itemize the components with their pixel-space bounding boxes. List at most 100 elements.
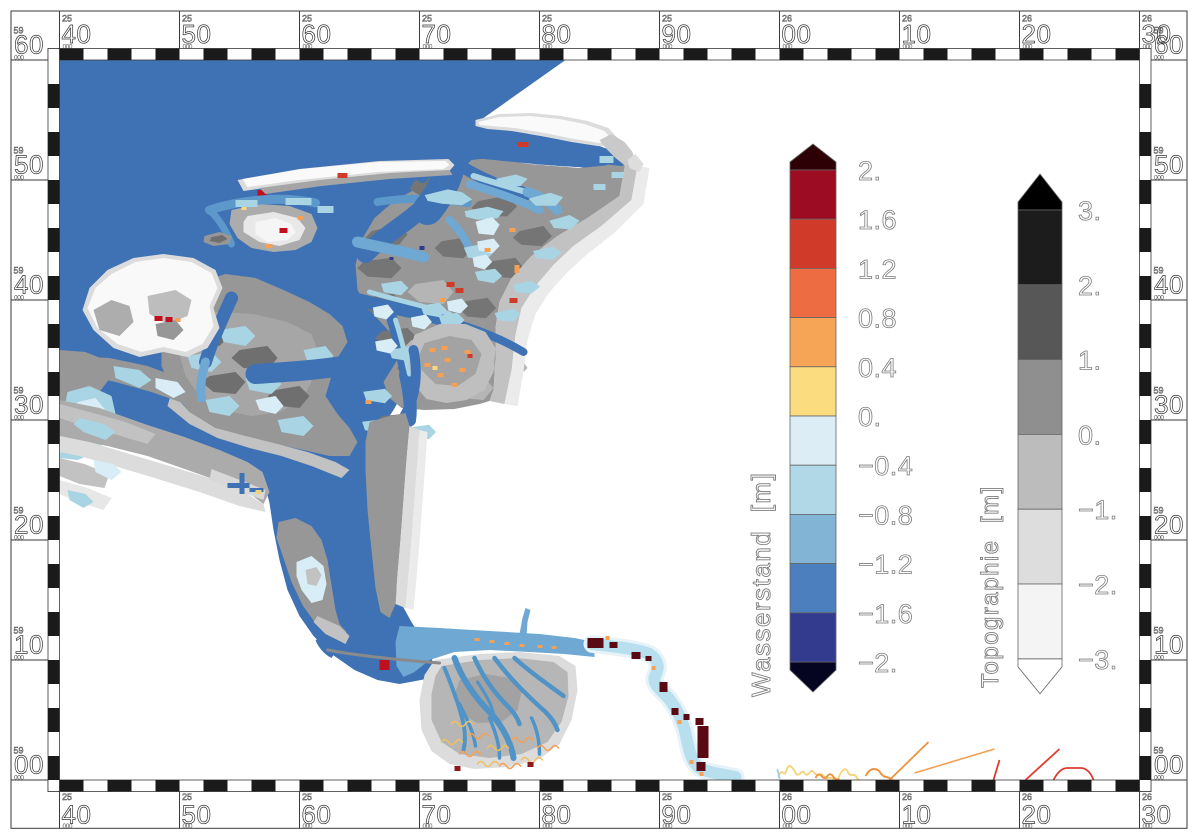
svg-text:20: 20: [1154, 510, 1184, 540]
svg-text:26: 26: [1142, 792, 1152, 802]
svg-text:10: 10: [902, 19, 932, 49]
svg-text:000: 000: [303, 44, 313, 51]
svg-text:50: 50: [1154, 150, 1184, 180]
svg-text:50: 50: [14, 150, 44, 180]
svg-text:59: 59: [1154, 746, 1164, 756]
svg-text:70: 70: [422, 800, 452, 830]
svg-text:000: 000: [14, 415, 24, 422]
svg-text:25: 25: [182, 792, 192, 802]
svg-text:90: 90: [662, 19, 692, 49]
svg-text:−1.: −1.: [1078, 495, 1118, 525]
svg-text:80: 80: [542, 19, 572, 49]
svg-text:80: 80: [542, 800, 572, 830]
svg-text:0.: 0.: [1078, 420, 1102, 450]
svg-text:26: 26: [1022, 792, 1032, 802]
svg-text:000: 000: [63, 44, 73, 51]
svg-text:20: 20: [1022, 800, 1052, 830]
svg-text:59: 59: [14, 146, 24, 156]
svg-text:000: 000: [14, 175, 24, 182]
svg-text:25: 25: [422, 14, 432, 24]
svg-text:30: 30: [14, 390, 44, 420]
svg-text:000: 000: [1143, 44, 1153, 51]
svg-text:50: 50: [182, 19, 212, 49]
svg-text:Topographie [m]: Topographie [m]: [977, 485, 1004, 688]
svg-text:60: 60: [1154, 30, 1184, 60]
svg-text:Wasserstand [m]: Wasserstand [m]: [746, 472, 776, 697]
svg-text:10: 10: [1154, 630, 1184, 660]
svg-text:25: 25: [662, 792, 672, 802]
svg-text:10: 10: [14, 630, 44, 660]
svg-text:25: 25: [422, 792, 432, 802]
svg-text:40: 40: [14, 270, 44, 300]
svg-text:000: 000: [663, 44, 673, 51]
svg-text:000: 000: [14, 295, 24, 302]
svg-text:000: 000: [1154, 415, 1164, 422]
svg-text:000: 000: [1154, 55, 1164, 62]
svg-text:000: 000: [903, 44, 913, 51]
svg-text:000: 000: [783, 44, 793, 51]
svg-text:000: 000: [183, 823, 193, 830]
svg-text:59: 59: [14, 266, 24, 276]
svg-text:40: 40: [62, 800, 92, 830]
svg-text:59: 59: [1154, 506, 1164, 516]
svg-text:59: 59: [1154, 146, 1164, 156]
svg-text:26: 26: [902, 792, 912, 802]
svg-text:26: 26: [782, 792, 792, 802]
svg-text:−3.: −3.: [1078, 645, 1118, 675]
svg-text:000: 000: [14, 535, 24, 542]
svg-text:50: 50: [182, 800, 212, 830]
svg-text:00: 00: [782, 19, 812, 49]
svg-text:25: 25: [62, 792, 72, 802]
svg-text:30: 30: [1142, 19, 1172, 49]
svg-text:0.8: 0.8: [858, 304, 897, 334]
svg-text:20: 20: [1022, 19, 1052, 49]
svg-text:000: 000: [423, 44, 433, 51]
svg-text:000: 000: [1023, 44, 1033, 51]
svg-text:59: 59: [14, 386, 24, 396]
svg-text:1.2: 1.2: [858, 254, 897, 284]
svg-text:25: 25: [662, 14, 672, 24]
svg-text:90: 90: [662, 800, 692, 830]
svg-text:26: 26: [782, 14, 792, 24]
svg-text:59: 59: [14, 26, 24, 36]
svg-text:40: 40: [62, 19, 92, 49]
svg-text:26: 26: [902, 14, 912, 24]
svg-text:25: 25: [302, 14, 312, 24]
svg-text:000: 000: [303, 823, 313, 830]
svg-text:−2.: −2.: [858, 648, 898, 678]
svg-text:000: 000: [14, 655, 24, 662]
svg-text:40: 40: [1154, 270, 1184, 300]
svg-text:59: 59: [1154, 386, 1164, 396]
svg-text:000: 000: [14, 55, 24, 62]
svg-text:30: 30: [1154, 390, 1184, 420]
svg-text:30: 30: [1142, 800, 1172, 830]
svg-text:10: 10: [902, 800, 932, 830]
svg-text:25: 25: [182, 14, 192, 24]
svg-text:−0.8: −0.8: [858, 500, 913, 530]
svg-text:000: 000: [63, 823, 73, 830]
svg-text:0.: 0.: [858, 402, 882, 432]
svg-text:000: 000: [1154, 775, 1164, 782]
svg-text:000: 000: [1154, 175, 1164, 182]
svg-text:70: 70: [422, 19, 452, 49]
svg-text:000: 000: [903, 823, 913, 830]
svg-text:59: 59: [1154, 626, 1164, 636]
svg-text:26: 26: [1142, 14, 1152, 24]
svg-text:−1.2: −1.2: [858, 550, 913, 580]
svg-text:60: 60: [14, 30, 44, 60]
svg-text:−2.: −2.: [1078, 570, 1118, 600]
svg-text:59: 59: [14, 746, 24, 756]
svg-text:000: 000: [543, 823, 553, 830]
svg-text:2.: 2.: [858, 156, 882, 186]
svg-text:0.4: 0.4: [858, 353, 897, 383]
svg-text:00: 00: [782, 800, 812, 830]
svg-text:−1.6: −1.6: [858, 599, 913, 629]
svg-text:000: 000: [543, 44, 553, 51]
svg-text:000: 000: [183, 44, 193, 51]
svg-text:000: 000: [423, 823, 433, 830]
svg-text:000: 000: [1023, 823, 1033, 830]
svg-text:000: 000: [663, 823, 673, 830]
svg-text:20: 20: [14, 510, 44, 540]
svg-text:000: 000: [1143, 823, 1153, 830]
svg-text:60: 60: [302, 19, 332, 49]
